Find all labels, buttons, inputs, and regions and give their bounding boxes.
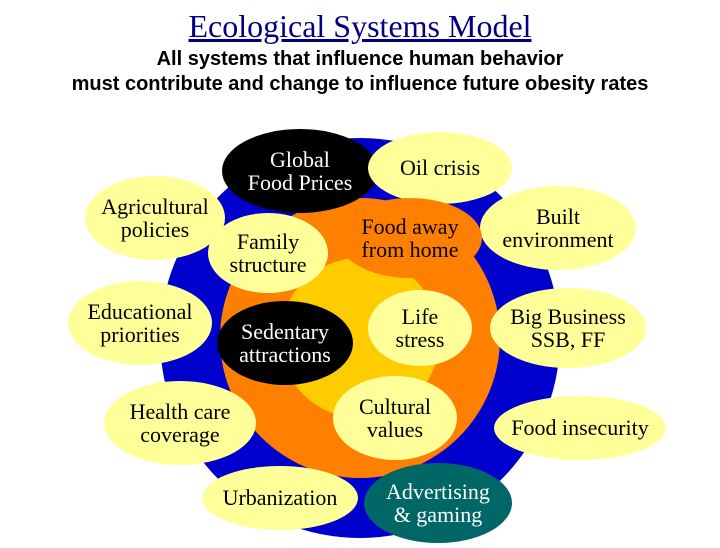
bubble-label-line: Sedentary [241, 320, 329, 343]
bubble-built-environment: Builtenvironment [480, 186, 636, 270]
bubble-label-line: Built [536, 205, 580, 228]
bubble-label-line: Agricultural [101, 195, 209, 218]
bubble-big-business: Big BusinessSSB, FF [490, 288, 646, 368]
page-title: Ecological Systems Model [0, 8, 720, 45]
bubble-urbanization: Urbanization [202, 466, 358, 530]
bubble-label-line: from home [361, 238, 458, 261]
bubble-label-line: attractions [239, 343, 331, 366]
ecological-diagram: GlobalFood PricesOil crisisAgriculturalp… [0, 128, 720, 548]
bubble-life-stress: Lifestress [368, 290, 472, 366]
bubble-advertising-gaming: Advertising& gaming [364, 463, 512, 543]
bubble-label-line: Food insecurity [511, 416, 649, 439]
bubble-label-line: Food Prices [248, 171, 353, 194]
bubble-label-line: Global [270, 148, 330, 171]
bubble-label-line: Food away [361, 215, 458, 238]
bubble-educational-priorities: Educationalpriorities [68, 281, 212, 365]
bubble-label-line: Cultural [359, 395, 431, 418]
bubble-label-line: policies [121, 218, 189, 241]
bubble-agricultural-policies: Agriculturalpolicies [85, 176, 225, 260]
bubble-label-line: Family [237, 230, 299, 253]
bubble-label-line: structure [230, 253, 307, 276]
bubble-label-line: Health care [130, 400, 231, 423]
bubble-label-line: environment [502, 228, 613, 251]
bubble-oil-crisis: Oil crisis [368, 132, 512, 204]
subtitle-line-2: must contribute and change to influence … [72, 73, 649, 95]
bubble-label-line: Big Business [510, 305, 626, 328]
bubble-sedentary-attractions: Sedentaryattractions [217, 301, 353, 385]
bubble-label-line: Urbanization [223, 486, 338, 509]
bubble-label-line: Life [402, 305, 439, 328]
bubble-family-structure: Familystructure [208, 213, 328, 293]
bubble-food-away: Food awayfrom home [338, 198, 482, 278]
bubble-label-line: stress [396, 328, 445, 351]
bubble-health-care-coverage: Health carecoverage [104, 381, 256, 465]
bubble-cultural-values: Culturalvalues [333, 376, 457, 460]
bubble-food-insecurity: Food insecurity [494, 396, 666, 460]
bubble-global-food-prices: GlobalFood Prices [222, 129, 378, 213]
bubble-label-line: Educational [87, 300, 192, 323]
bubble-label-line: Oil crisis [400, 156, 480, 179]
bubble-label-line: SSB, FF [531, 328, 606, 351]
bubble-label-line: Advertising [386, 480, 490, 503]
bubble-label-line: values [367, 418, 423, 441]
bubble-label-line: priorities [100, 323, 179, 346]
subtitle-line-1: All systems that influence human behavio… [157, 48, 564, 70]
bubble-label-line: & gaming [394, 503, 483, 526]
page-subtitle: All systems that influence human behavio… [0, 47, 720, 97]
bubble-label-line: coverage [140, 423, 219, 446]
